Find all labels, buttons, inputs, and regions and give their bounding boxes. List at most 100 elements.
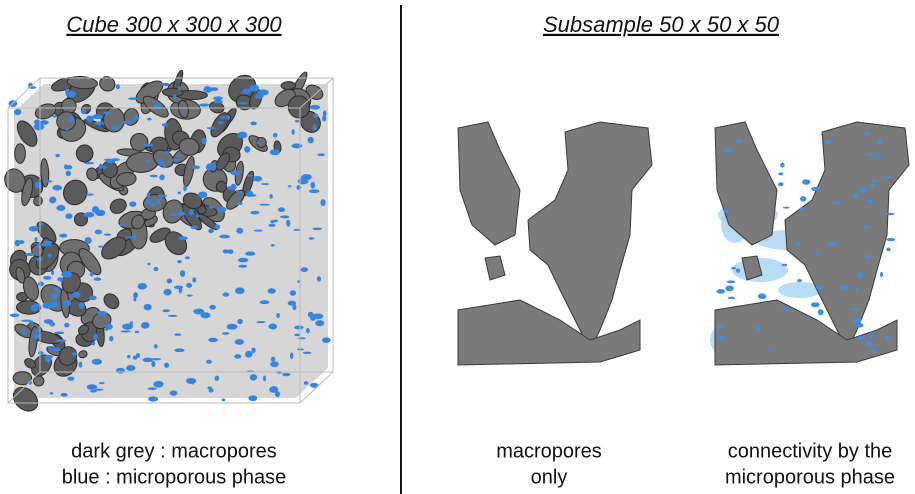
micropore: [30, 304, 39, 312]
macropore: [182, 192, 203, 210]
micropore: [149, 174, 158, 178]
micropore: [129, 321, 133, 326]
macropore: [181, 203, 203, 231]
micropore: [270, 220, 276, 224]
micropore: [62, 299, 72, 307]
micropore: [133, 297, 137, 302]
macropore: [75, 144, 94, 163]
micropore: [852, 192, 859, 199]
micropore: [93, 277, 102, 281]
micropore: [55, 339, 67, 343]
micropore: [43, 180, 53, 183]
micropore: [268, 223, 276, 227]
micropore: [51, 270, 55, 276]
micropore: [68, 115, 74, 123]
micropore: [208, 228, 214, 234]
macropore: [86, 167, 99, 181]
micropore: [262, 375, 267, 382]
micropore: [270, 244, 275, 247]
micropore: [97, 310, 108, 316]
macropore: [24, 358, 37, 369]
micropore: [799, 207, 806, 211]
micropore: [146, 192, 151, 199]
micropore: [217, 206, 227, 213]
micropore: [151, 360, 156, 368]
micropore: [864, 131, 870, 136]
micropore: [78, 361, 83, 368]
micropore: [37, 281, 45, 287]
micropore: [50, 293, 54, 299]
micropore: [851, 308, 861, 311]
micropore: [28, 320, 34, 324]
micropore: [179, 270, 186, 277]
macropore-region: [741, 255, 763, 281]
micropore: [119, 223, 125, 227]
micropore: [778, 182, 784, 187]
subsample-connectivity: [710, 121, 910, 366]
macropore-region: [457, 121, 521, 246]
micropore: [150, 203, 156, 207]
micropore: [814, 252, 820, 255]
micropore: [78, 302, 85, 310]
micropore: [222, 249, 229, 254]
micropore: [278, 207, 285, 213]
micropore: [195, 214, 200, 218]
micropore: [103, 158, 114, 161]
left-caption: blue : microporous phase: [62, 466, 287, 488]
micropore: [840, 285, 850, 290]
micropore: [293, 228, 301, 231]
micropore: [177, 211, 186, 216]
macropore: [103, 293, 120, 310]
panel-caption: macropores: [496, 440, 602, 462]
micropore: [147, 262, 151, 266]
micropore: [161, 82, 170, 87]
micropore: [755, 325, 760, 332]
micropore: [209, 304, 216, 310]
micropore: [248, 395, 258, 402]
macropore: [287, 95, 311, 119]
micropore: [220, 116, 226, 119]
micropore: [206, 163, 217, 170]
micropore: [226, 185, 235, 191]
micropore: [115, 84, 120, 90]
micropore: [9, 313, 20, 318]
micropore: [148, 396, 159, 402]
micropore: [161, 123, 169, 127]
micropore: [870, 348, 878, 353]
micropore: [854, 287, 858, 292]
micropore: [174, 333, 182, 336]
micropore: [91, 358, 103, 365]
micropore: [270, 356, 276, 362]
micropore: [310, 104, 321, 110]
micropore: [294, 325, 304, 330]
micropore: [312, 227, 323, 231]
micropore: [230, 170, 241, 176]
micropore: [125, 364, 136, 371]
micropore: [115, 367, 126, 374]
micropore: [192, 277, 197, 283]
macropore: [12, 386, 39, 412]
micropore: [173, 285, 184, 289]
cube-edges: [7, 77, 335, 404]
micropore: [725, 285, 734, 292]
right-title: Subsample 50 x 50 x 50: [543, 12, 780, 37]
panel-caption: connectivity by the: [728, 440, 893, 462]
macropore: [280, 81, 297, 91]
macropore: [131, 214, 145, 230]
micropore: [190, 225, 198, 230]
macropore: [22, 276, 39, 301]
micropore: [886, 238, 896, 242]
micropore: [886, 247, 891, 252]
micropore: [167, 314, 178, 317]
micropore: [225, 115, 231, 120]
micropore: [37, 351, 44, 355]
micropore: [162, 309, 171, 313]
micropore: [877, 139, 883, 144]
micropore: [296, 185, 302, 190]
micropore: [83, 212, 95, 218]
micropore: [65, 213, 73, 219]
micropore: [104, 328, 109, 331]
micropore: [300, 267, 309, 272]
micropore: [21, 328, 26, 334]
micropore: [174, 348, 185, 353]
